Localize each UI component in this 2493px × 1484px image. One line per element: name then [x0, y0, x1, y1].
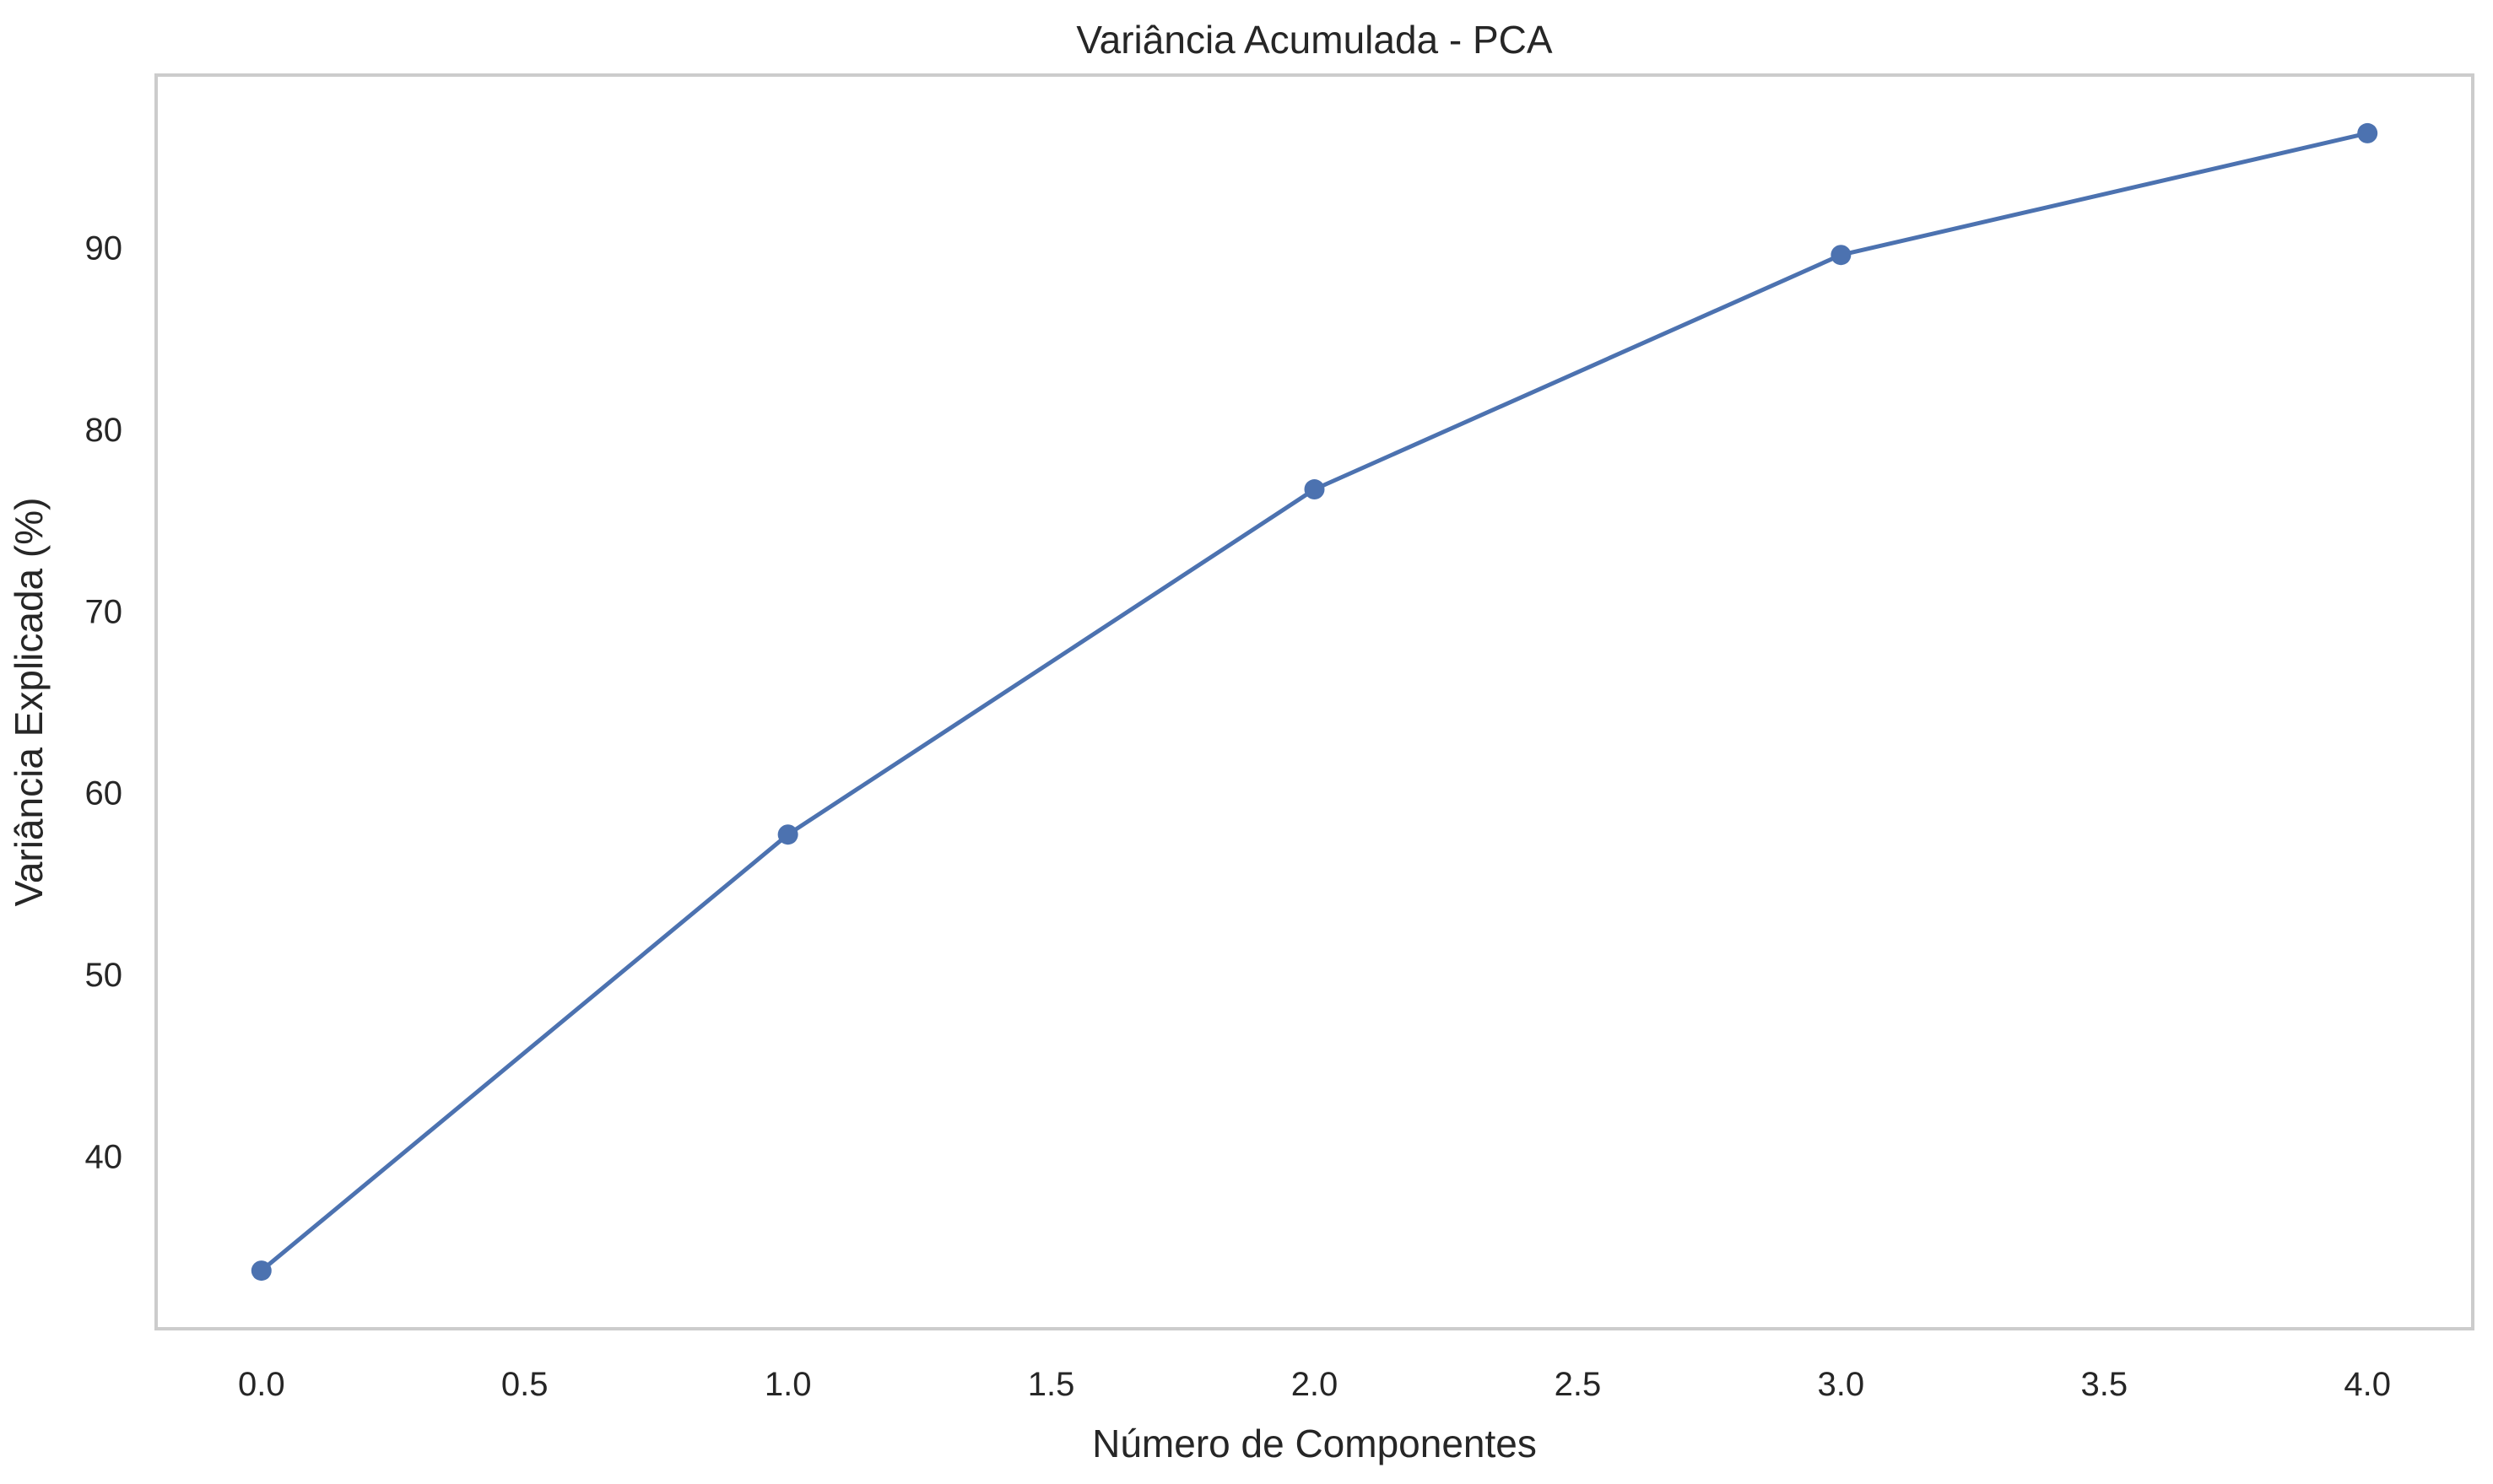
x-tick-label: 3.5 — [2080, 1366, 2128, 1403]
data-point — [251, 1260, 272, 1282]
data-point — [777, 824, 798, 845]
y-tick-label: 40 — [85, 1138, 123, 1175]
x-tick-label: 1.0 — [765, 1366, 812, 1403]
y-tick-label: 90 — [85, 230, 123, 267]
series-layer — [251, 122, 2378, 1282]
x-tick-label: 2.0 — [1291, 1366, 1338, 1403]
x-tick-label: 0.5 — [501, 1366, 549, 1403]
plot-frame — [154, 73, 2474, 1330]
chart-title: Variância Acumulada - PCA — [1076, 18, 1553, 62]
x-tick-label: 4.0 — [2344, 1366, 2391, 1403]
y-tick-label: 50 — [85, 957, 123, 994]
x-axis-ticks: 0.0 0.5 1.0 1.5 2.0 2.5 3.0 3.5 4.0 — [238, 1366, 2391, 1403]
x-tick-label: 2.5 — [1555, 1366, 1602, 1403]
y-tick-label: 70 — [85, 593, 123, 630]
y-tick-label: 80 — [85, 412, 123, 449]
x-tick-label: 1.5 — [1028, 1366, 1075, 1403]
data-point — [1304, 479, 1325, 500]
x-tick-label: 0.0 — [238, 1366, 285, 1403]
data-point — [1831, 245, 1852, 266]
x-tick-label: 3.0 — [1818, 1366, 1865, 1403]
y-tick-label: 60 — [85, 775, 123, 812]
y-axis-label: Variância Explicada (%) — [7, 498, 51, 907]
x-axis-label: Número de Componentes — [1092, 1422, 1537, 1465]
y-axis-ticks: 40 50 60 70 80 90 — [85, 230, 123, 1176]
data-point — [2357, 122, 2378, 143]
